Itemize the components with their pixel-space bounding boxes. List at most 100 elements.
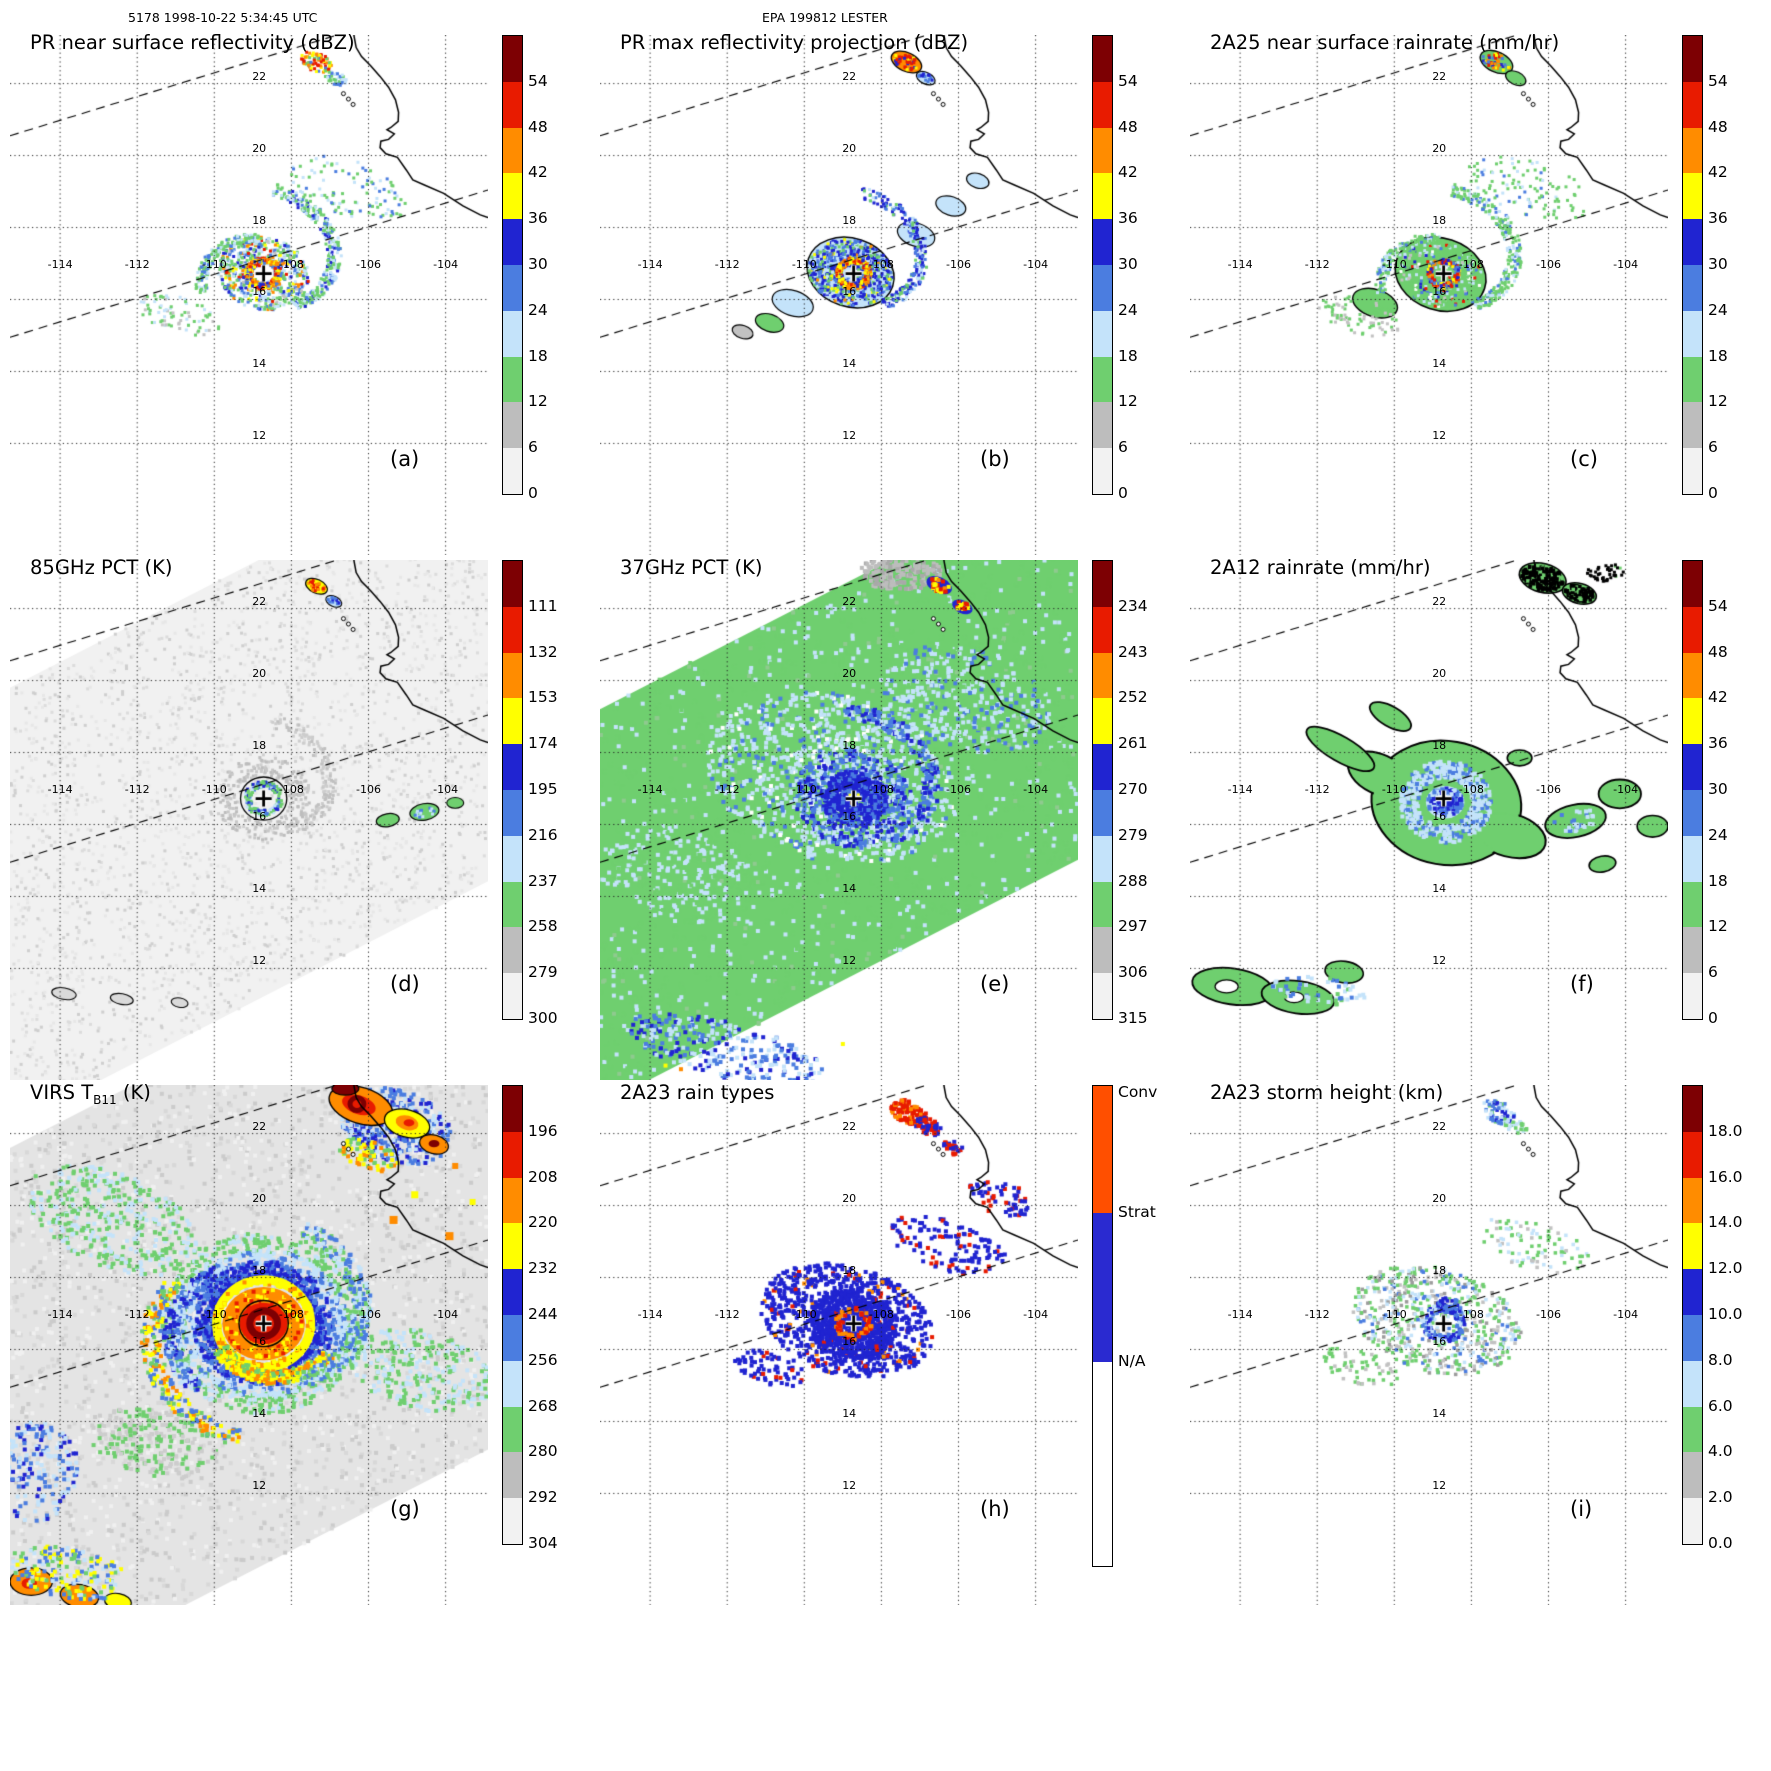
panel-title-subscript: B11 bbox=[93, 1092, 117, 1107]
lat-tick-label: 12 bbox=[252, 429, 267, 443]
panel-letter-f: (f) bbox=[1570, 972, 1594, 996]
lon-tick-label: -110 bbox=[201, 258, 227, 272]
lon-tick-label: -108 bbox=[868, 1308, 894, 1322]
colorbar-c bbox=[1682, 35, 1703, 495]
colorbar-label: 54 bbox=[1708, 596, 1728, 615]
lat-tick-label: 18 bbox=[1432, 1263, 1447, 1277]
lon-tick-label: -114 bbox=[637, 783, 663, 797]
lon-tick-label: -106 bbox=[356, 258, 381, 272]
colorbar-label: 196 bbox=[528, 1121, 558, 1140]
colorbar-segment bbox=[1093, 402, 1112, 449]
panel-letter-c: (c) bbox=[1570, 447, 1598, 471]
lat-tick-label: 20 bbox=[842, 141, 857, 155]
lat-tick-label: 16 bbox=[1432, 810, 1447, 824]
lon-tick-label: -110 bbox=[1381, 258, 1407, 272]
map-canvas-d bbox=[10, 560, 488, 1080]
colorbar-label: 292 bbox=[528, 1488, 558, 1507]
lat-tick-label: 16 bbox=[842, 1335, 857, 1349]
colorbar-label: 153 bbox=[528, 688, 558, 707]
lon-tick-label: -114 bbox=[47, 258, 73, 272]
map-plot-i: -114 -112 -110 -108 -106 -104 22 20 18 16 14 12 (i) bbox=[1190, 1085, 1668, 1605]
lat-tick-label: 18 bbox=[842, 1263, 857, 1277]
colorbar-label: 18 bbox=[1708, 871, 1728, 890]
colorbar-segment bbox=[1093, 973, 1112, 1019]
colorbar-label: 0 bbox=[1708, 484, 1718, 502]
colorbar-segment bbox=[503, 219, 522, 265]
colorbar-segment bbox=[1683, 1314, 1702, 1361]
colorbar-label: 36 bbox=[528, 209, 548, 228]
panel-title-a: PR near surface reflectivity (dBZ) bbox=[30, 31, 355, 54]
lon-tick-label: -108 bbox=[868, 783, 894, 797]
colorbar-label: 48 bbox=[1708, 117, 1728, 136]
lon-tick-label: -110 bbox=[791, 258, 817, 272]
lon-tick-label: -110 bbox=[791, 783, 817, 797]
colorbar-segment bbox=[1683, 127, 1702, 174]
panel-title-b: PR max reflectivity projection (dBZ) bbox=[620, 31, 969, 54]
colorbar-segment bbox=[1683, 448, 1702, 494]
colorbar-label: 6 bbox=[1708, 438, 1718, 457]
lat-tick-label: 20 bbox=[1432, 141, 1447, 155]
colorbar-label: 279 bbox=[528, 963, 558, 982]
lat-tick-label: 22 bbox=[252, 1119, 267, 1133]
colorbar-label: 288 bbox=[1118, 871, 1148, 890]
colorbar-label: 0 bbox=[528, 484, 538, 502]
map-canvas-h bbox=[600, 1085, 1078, 1605]
colorbar-segment bbox=[1093, 698, 1112, 745]
colorbar-label: 243 bbox=[1118, 642, 1148, 661]
colorbar-segment bbox=[503, 1086, 522, 1132]
colorbar-label: 42 bbox=[528, 163, 548, 182]
colorbar-segment bbox=[1683, 1498, 1702, 1544]
lat-tick-label: 12 bbox=[1432, 429, 1447, 443]
colorbar-label: 111 bbox=[528, 596, 558, 615]
lat-tick-label: 22 bbox=[1432, 594, 1447, 608]
lat-tick-label: 14 bbox=[842, 882, 857, 896]
colorbar-segment bbox=[503, 402, 522, 449]
colorbar-segment bbox=[1093, 1213, 1112, 1362]
colorbar-label: 14.0 bbox=[1708, 1213, 1743, 1232]
colorbar-label: 300 bbox=[528, 1009, 558, 1027]
colorbar-label: 36 bbox=[1708, 734, 1728, 753]
colorbar-segment bbox=[1093, 1086, 1112, 1214]
colorbar-segment bbox=[1683, 402, 1702, 449]
panel-title-c: 2A25 near surface rainrate (mm/hr) bbox=[1210, 31, 1560, 54]
lon-tick-label: -104 bbox=[1613, 1308, 1639, 1322]
colorbar-segment bbox=[1093, 652, 1112, 699]
colorbar-segment bbox=[1683, 835, 1702, 882]
colorbar-segment bbox=[1093, 927, 1112, 974]
lon-tick-label: -114 bbox=[1227, 258, 1253, 272]
colorbar-segment bbox=[503, 448, 522, 494]
colorbar-segment bbox=[1093, 36, 1112, 82]
lat-tick-label: 14 bbox=[842, 357, 857, 371]
panel-i: 2A23 storm height (km) -114 -112 -110 -108 -1… bbox=[1186, 1065, 1771, 1625]
lat-tick-label: 16 bbox=[252, 810, 267, 824]
colorbar-label: 208 bbox=[528, 1167, 558, 1186]
map-plot-h: -114 -112 -110 -108 -106 -104 22 20 18 16 14 12 (h) bbox=[600, 1085, 1078, 1605]
colorbar-label: 280 bbox=[528, 1442, 558, 1461]
colorbar-label: 237 bbox=[528, 871, 558, 890]
colorbar-segment bbox=[1683, 973, 1702, 1019]
colorbar-label: 18 bbox=[1708, 346, 1728, 365]
colorbar-label: 297 bbox=[1118, 917, 1148, 936]
panel-title-d: 85GHz PCT (K) bbox=[30, 556, 173, 579]
lat-tick-label: 14 bbox=[252, 357, 267, 371]
lat-tick-label: 18 bbox=[1432, 213, 1447, 227]
colorbar-segment bbox=[503, 561, 522, 607]
lat-tick-label: 20 bbox=[1432, 666, 1447, 680]
colorbar-b bbox=[1092, 35, 1113, 495]
lon-tick-label: -110 bbox=[201, 783, 227, 797]
colorbar-label: 12 bbox=[1118, 392, 1138, 411]
lon-tick-label: -112 bbox=[1304, 258, 1330, 272]
colorbar-segment bbox=[1093, 835, 1112, 882]
lat-tick-label: 16 bbox=[1432, 1335, 1447, 1349]
colorbar-segment bbox=[1683, 561, 1702, 607]
colorbar-segment bbox=[503, 927, 522, 974]
colorbar-segment bbox=[1683, 310, 1702, 357]
lon-tick-label: -112 bbox=[124, 1308, 150, 1322]
lon-tick-label: -104 bbox=[1023, 258, 1049, 272]
colorbar-label: 306 bbox=[1118, 963, 1148, 982]
panel-letter-i: (i) bbox=[1570, 1497, 1593, 1521]
colorbar-label: 48 bbox=[1708, 642, 1728, 661]
lon-tick-label: -112 bbox=[714, 258, 740, 272]
lon-tick-label: -108 bbox=[278, 783, 304, 797]
panel-letter-d: (d) bbox=[390, 972, 420, 996]
